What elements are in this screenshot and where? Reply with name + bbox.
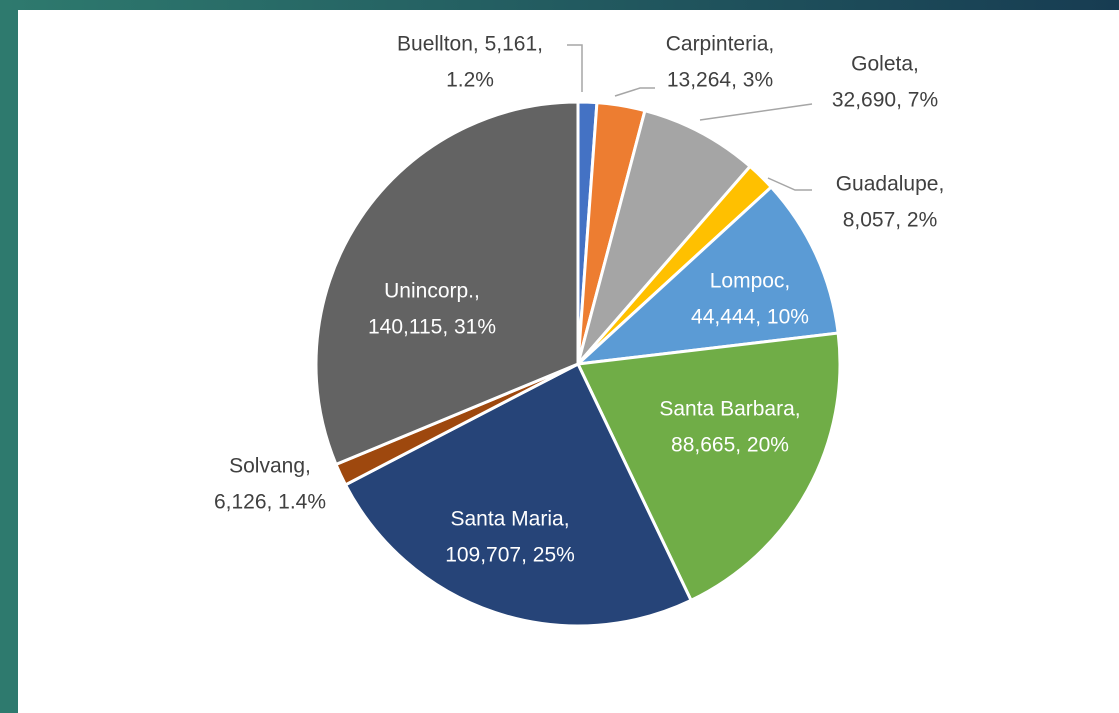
- data-label: 13,264, 3%: [667, 69, 773, 92]
- data-label: Santa Maria,: [450, 508, 569, 531]
- data-label: Carpinteria,: [666, 33, 775, 56]
- data-label: 8,057, 2%: [843, 209, 938, 232]
- leader-line: [699, 103, 813, 121]
- pie-slice: [576, 108, 753, 365]
- data-label: 44,444, 10%: [691, 306, 809, 329]
- data-label: Goleta,: [851, 53, 919, 76]
- data-label: Buellton, 5,161,: [397, 33, 543, 56]
- data-label: Lompoc,: [710, 270, 791, 293]
- leader-line: [567, 44, 583, 92]
- pie-slice: [573, 184, 840, 367]
- leader-line: [767, 177, 812, 191]
- data-label: 1.2%: [446, 69, 494, 92]
- pie-slice: [314, 100, 580, 467]
- data-label: 6,126, 1.4%: [214, 491, 326, 514]
- data-label: 32,690, 7%: [832, 89, 938, 112]
- data-label: 140,115, 31%: [368, 316, 496, 339]
- pie-slice: [575, 331, 842, 603]
- data-label: Guadalupe,: [836, 173, 945, 196]
- data-label: 88,665, 20%: [671, 434, 789, 457]
- data-label: 109,707, 25%: [445, 544, 575, 567]
- data-label: Unincorp.,: [384, 280, 480, 303]
- leader-line: [614, 87, 655, 97]
- data-label: Solvang,: [229, 455, 311, 478]
- data-label: Santa Barbara,: [659, 398, 800, 421]
- pie-slice: [343, 361, 694, 628]
